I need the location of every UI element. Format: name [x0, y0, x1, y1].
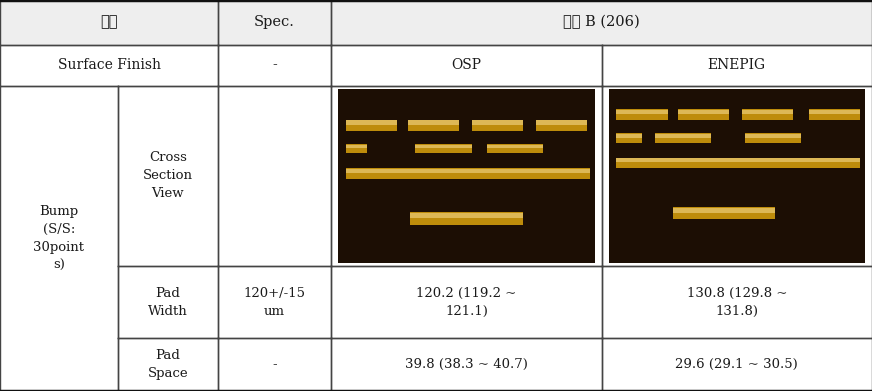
- Bar: [118, 266, 218, 338]
- Bar: [673, 207, 775, 219]
- Bar: [535, 120, 587, 125]
- Bar: [617, 110, 668, 114]
- Bar: [331, 86, 602, 266]
- Bar: [535, 120, 587, 131]
- Bar: [118, 338, 218, 391]
- Bar: [118, 86, 218, 266]
- Bar: [410, 212, 523, 224]
- Bar: [346, 144, 366, 153]
- Bar: [602, 86, 872, 266]
- Bar: [472, 120, 523, 131]
- Bar: [745, 134, 800, 138]
- Text: 120+/-15
um: 120+/-15 um: [243, 287, 306, 317]
- Bar: [472, 120, 523, 125]
- Text: Cross
Section
View: Cross Section View: [143, 151, 193, 201]
- Text: 39.8 (38.3 ~ 40.7): 39.8 (38.3 ~ 40.7): [405, 358, 528, 371]
- Bar: [410, 213, 523, 218]
- Bar: [331, 0, 872, 45]
- Bar: [655, 134, 712, 138]
- Bar: [808, 110, 860, 114]
- Bar: [742, 109, 794, 120]
- Bar: [742, 110, 794, 114]
- Text: 구분: 구분: [100, 16, 118, 29]
- Text: ENEPIG: ENEPIG: [708, 59, 766, 72]
- Bar: [617, 133, 642, 143]
- Bar: [407, 120, 459, 131]
- Bar: [617, 109, 668, 120]
- Bar: [617, 134, 642, 138]
- Text: OSP: OSP: [452, 59, 481, 72]
- Bar: [218, 86, 331, 266]
- Bar: [346, 145, 366, 148]
- Text: -: -: [272, 358, 277, 371]
- Bar: [346, 168, 589, 179]
- Bar: [331, 266, 602, 338]
- Bar: [602, 45, 872, 86]
- Bar: [0, 86, 118, 391]
- Bar: [0, 0, 218, 45]
- Text: Surface Finish: Surface Finish: [58, 59, 160, 72]
- Text: Bump
(S/S:
30point
s): Bump (S/S: 30point s): [33, 205, 85, 272]
- Bar: [346, 120, 398, 131]
- Bar: [346, 120, 398, 125]
- Bar: [617, 158, 860, 168]
- Text: -: -: [272, 59, 277, 72]
- Bar: [0, 45, 218, 86]
- Bar: [678, 109, 729, 120]
- Bar: [487, 145, 543, 148]
- Text: 130.8 (129.8 ~
131.8): 130.8 (129.8 ~ 131.8): [686, 287, 787, 317]
- Bar: [218, 338, 331, 391]
- Bar: [617, 158, 860, 162]
- Bar: [602, 266, 872, 338]
- Bar: [338, 89, 595, 263]
- Bar: [407, 120, 459, 125]
- Text: Pad
Space: Pad Space: [147, 349, 188, 380]
- Bar: [331, 338, 602, 391]
- Bar: [487, 144, 543, 153]
- Bar: [218, 45, 331, 86]
- Text: 29.6 (29.1 ~ 30.5): 29.6 (29.1 ~ 30.5): [676, 358, 798, 371]
- Bar: [655, 133, 712, 143]
- Bar: [808, 109, 860, 120]
- Bar: [331, 45, 602, 86]
- Bar: [218, 266, 331, 338]
- Bar: [745, 133, 800, 143]
- Bar: [678, 110, 729, 114]
- Bar: [218, 0, 331, 45]
- Bar: [673, 208, 775, 213]
- Text: Spec.: Spec.: [255, 16, 295, 29]
- Bar: [346, 169, 589, 173]
- Text: Pad
Width: Pad Width: [148, 287, 187, 317]
- Bar: [602, 338, 872, 391]
- Bar: [415, 145, 472, 148]
- Bar: [609, 89, 865, 263]
- Text: 120.2 (119.2 ~
121.1): 120.2 (119.2 ~ 121.1): [416, 287, 517, 317]
- Text: 제품 B (206): 제품 B (206): [563, 15, 640, 30]
- Bar: [415, 144, 472, 153]
